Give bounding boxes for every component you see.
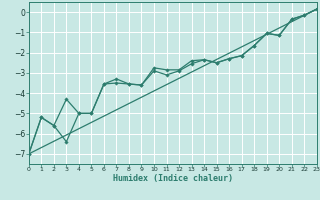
X-axis label: Humidex (Indice chaleur): Humidex (Indice chaleur) <box>113 174 233 183</box>
